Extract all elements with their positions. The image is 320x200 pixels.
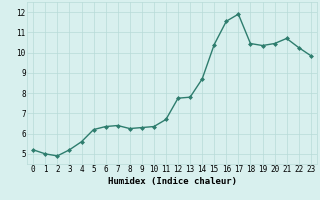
X-axis label: Humidex (Indice chaleur): Humidex (Indice chaleur) <box>108 177 236 186</box>
